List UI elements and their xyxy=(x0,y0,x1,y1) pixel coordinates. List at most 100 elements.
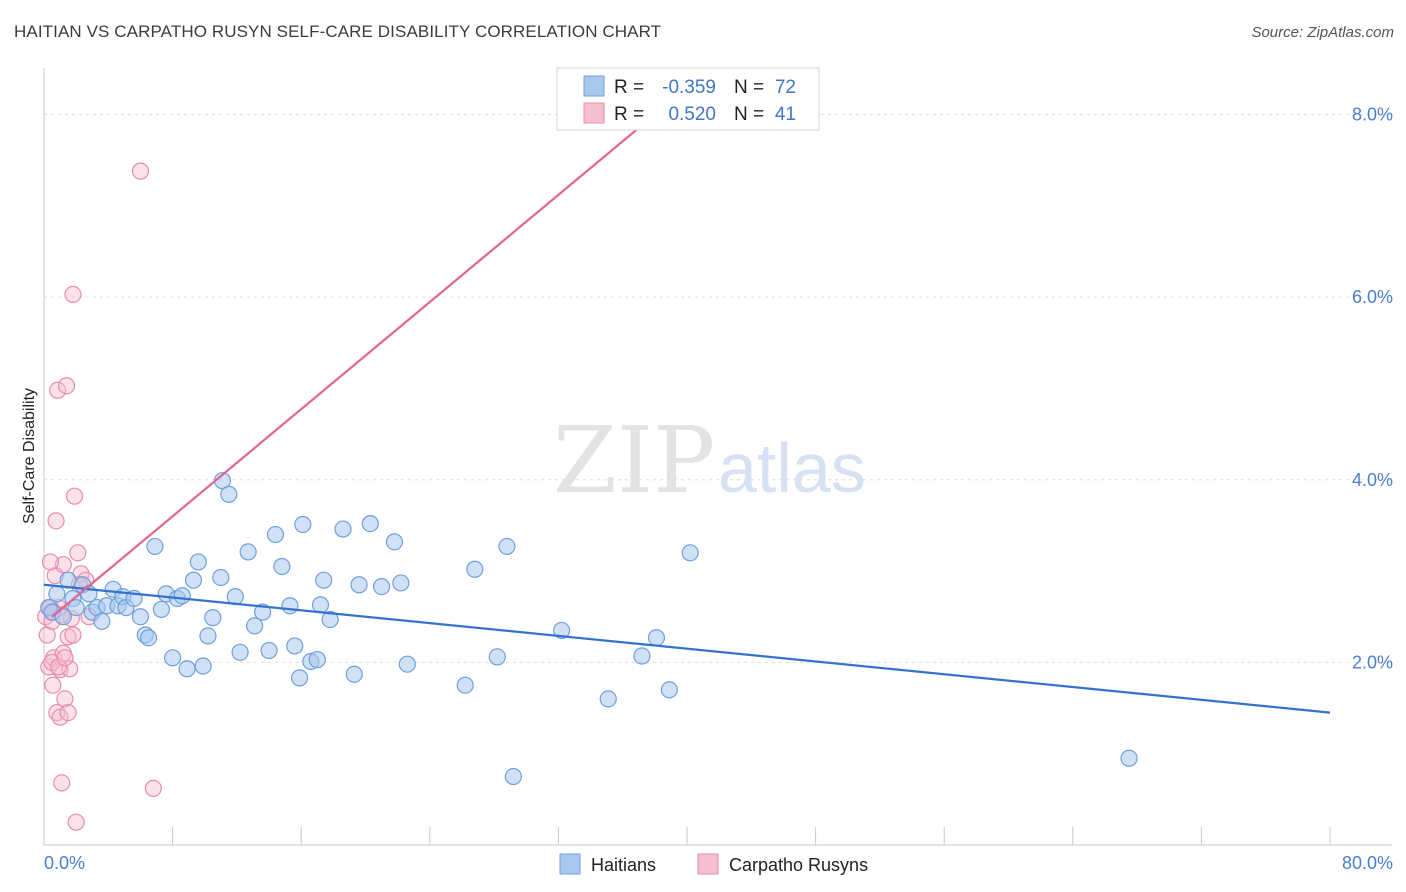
carpatho-rusyn-point-10 xyxy=(49,381,67,399)
haitian-point-67 xyxy=(599,690,617,708)
haitian-point-33 xyxy=(212,568,230,587)
carpatho-rusyn-point-5 xyxy=(44,676,62,694)
haitian-point-30 xyxy=(194,657,212,675)
trend-lines xyxy=(43,113,1331,714)
legend-r-value-2: 0.520 xyxy=(668,104,716,125)
legend-n-label-2: N = xyxy=(734,104,764,125)
carpatho-rusyn-point-37 xyxy=(59,704,77,722)
series-legend-label-carpatho-rusyns: Carpatho Rusyns xyxy=(729,855,868,875)
carpatho-rusyn-point-18 xyxy=(57,377,76,395)
y-axis-label: Self-Care Disability xyxy=(21,388,38,524)
carpatho-rusyn-point-24 xyxy=(67,813,85,831)
haitian-point-32 xyxy=(204,609,222,627)
x-tick-label-0: 0.0% xyxy=(44,853,85,873)
series-legend-swatch-carpatho-rusyns xyxy=(697,853,719,875)
haitian-point-50 xyxy=(311,596,330,614)
watermark: ZIP atlas xyxy=(553,407,866,514)
haitian-point-26 xyxy=(173,587,191,605)
haitian-point-65 xyxy=(504,767,522,786)
carpatho-rusyn-point-25 xyxy=(69,544,87,562)
haitian-point-68 xyxy=(633,647,651,665)
series-carpatho-rusyns-points xyxy=(37,162,162,831)
haitian-point-58 xyxy=(385,533,404,551)
carpatho-rusyn-point-12 xyxy=(51,708,69,726)
legend-n-value-1: 72 xyxy=(775,77,796,98)
y-tick-label-1: 4.0% xyxy=(1352,470,1393,490)
x-tick-label-1: 80.0% xyxy=(1342,853,1393,873)
carpatho-rusyn-point-22 xyxy=(64,285,82,304)
haitian-point-59 xyxy=(392,574,410,592)
haitian-point-71 xyxy=(681,544,699,562)
haitian-point-51 xyxy=(315,571,333,589)
carpatho-rusyn-point-17 xyxy=(56,690,74,708)
haitian-point-41 xyxy=(260,641,278,660)
haitian-point-27 xyxy=(178,660,196,678)
haitian-point-64 xyxy=(498,537,516,556)
watermark-atlas: atlas xyxy=(718,429,866,507)
haitian-point-63 xyxy=(488,648,506,666)
carpatho-rusyn-point-34 xyxy=(49,658,68,676)
x-tick-labels: 0.0% 80.0% xyxy=(44,853,1393,873)
legend-swatch-carpatho-rusyns xyxy=(583,102,605,124)
haitian-point-31 xyxy=(199,627,217,645)
legend-r-label-2: R = xyxy=(614,104,644,125)
haitian-point-47 xyxy=(294,515,312,534)
axes xyxy=(43,68,1392,846)
carpatho-rusyn-point-38 xyxy=(64,626,82,644)
haitian-point-57 xyxy=(372,577,391,596)
carpatho-rusyn-point-40 xyxy=(41,553,60,571)
haitian-point-60 xyxy=(398,655,416,673)
haitian-point-11 xyxy=(93,612,111,630)
haitian-point-69 xyxy=(647,629,666,647)
carpatho-rusyn-point-30 xyxy=(144,779,162,797)
haitian-point-61 xyxy=(456,676,474,694)
haitian-point-6 xyxy=(67,598,85,617)
haitian-point-62 xyxy=(466,560,484,578)
carpatho-rusyn-point-8 xyxy=(47,512,65,530)
carpatho-rusyn-point-2 xyxy=(40,658,58,676)
legend-n-value-2: 41 xyxy=(775,104,796,125)
haitian-point-72 xyxy=(1120,749,1138,767)
haitian-point-40 xyxy=(254,603,272,621)
haitian-point-28 xyxy=(184,571,203,589)
haitian-point-22 xyxy=(152,600,170,619)
haitian-point-66 xyxy=(553,621,571,640)
y-tick-label-3: 8.0% xyxy=(1352,105,1393,125)
haitian-point-45 xyxy=(286,637,304,655)
haitian-point-46 xyxy=(290,669,309,687)
legend-swatch-haitians xyxy=(583,75,605,97)
haitian-point-54 xyxy=(345,665,363,683)
haitian-point-38 xyxy=(239,543,257,561)
chart-title: HAITIAN VS CARPATHO RUSYN SELF-CARE DISA… xyxy=(14,22,662,41)
carpatho-rusyn-point-29 xyxy=(131,162,150,180)
haitian-point-20 xyxy=(139,629,158,647)
series-haitians-points xyxy=(40,472,1138,786)
haitian-point-44 xyxy=(281,597,299,615)
haitian-point-24 xyxy=(164,649,182,667)
haitian-point-18 xyxy=(131,608,150,626)
haitian-point-21 xyxy=(146,537,164,556)
series-legend: Haitians Carpatho Rusyns xyxy=(559,853,868,875)
haitian-point-70 xyxy=(660,681,678,699)
trend-line-carpatho-rusyns xyxy=(51,113,656,618)
legend-n-label-1: N = xyxy=(734,77,764,98)
haitian-point-37 xyxy=(231,643,249,661)
series-legend-swatch-haitians xyxy=(559,853,581,875)
y-tick-labels: 2.0% 4.0% 6.0% 8.0% xyxy=(1352,105,1393,673)
haitian-point-49 xyxy=(308,651,326,669)
haitian-point-43 xyxy=(273,557,291,576)
haitian-point-42 xyxy=(266,525,285,544)
carpatho-rusyn-point-36 xyxy=(56,649,74,667)
haitian-point-53 xyxy=(334,520,352,538)
y-tick-label-2: 6.0% xyxy=(1352,287,1393,307)
haitian-point-56 xyxy=(361,514,379,533)
haitian-point-39 xyxy=(245,617,264,635)
legend-r-value-1: -0.359 xyxy=(662,77,716,98)
carpatho-rusyn-point-23 xyxy=(65,487,84,505)
haitian-point-52 xyxy=(321,610,339,629)
series-legend-label-haitians: Haitians xyxy=(591,855,656,875)
haitian-point-35 xyxy=(220,485,238,503)
legend-r-label-1: R = xyxy=(614,77,644,98)
y-tick-label-0: 2.0% xyxy=(1352,652,1393,672)
